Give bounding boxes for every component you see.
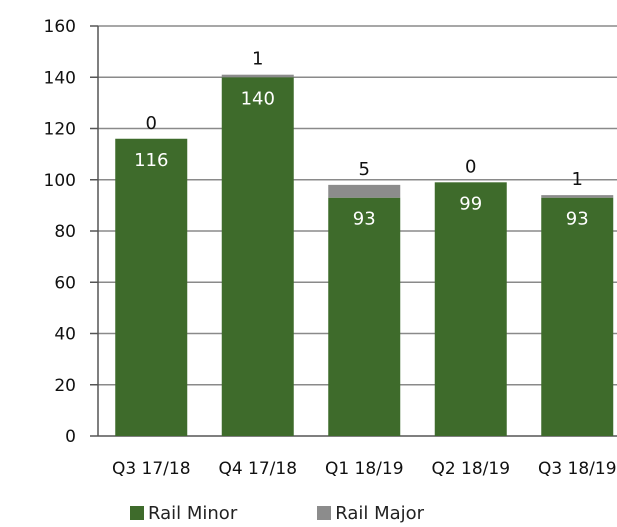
legend-label-rail-minor: Rail Minor <box>148 502 238 524</box>
y-tick-label: 60 <box>54 273 76 293</box>
bar-rail-minor <box>541 197 614 436</box>
y-tick-label: 80 <box>54 222 76 242</box>
y-tick-label: 140 <box>44 68 76 88</box>
x-tick-label: Q3 17/18 <box>112 459 191 479</box>
data-label-rail-major: 0 <box>146 113 157 134</box>
legend-label-rail-major: Rail Major <box>335 502 425 524</box>
data-label-rail-minor: 93 <box>353 209 376 230</box>
bars <box>115 74 614 436</box>
y-tick-label: 0 <box>65 427 76 447</box>
bar-rail-major <box>221 74 294 78</box>
data-label-rail-major: 1 <box>252 49 263 70</box>
x-tick-label: Q1 18/19 <box>325 459 404 479</box>
y-tick-label: 40 <box>54 325 76 345</box>
y-tick-label: 120 <box>44 120 76 140</box>
x-tick-label: Q2 18/19 <box>431 459 510 479</box>
data-label-rail-major: 1 <box>572 169 583 190</box>
data-label-rail-minor: 99 <box>459 193 482 214</box>
bar-rail-minor <box>115 138 188 436</box>
data-label-rail-minor: 116 <box>134 150 168 171</box>
legend: Rail Minor Rail Major <box>130 500 504 526</box>
data-labels: 116 0 140 1 93 5 99 0 93 1 <box>134 49 589 230</box>
data-label-rail-major: 0 <box>465 156 476 177</box>
y-tick-label: 100 <box>44 171 76 191</box>
bar-rail-minor <box>328 197 401 436</box>
data-label-rail-minor: 93 <box>566 209 589 230</box>
bar-rail-major <box>541 195 614 198</box>
legend-swatch-rail-major <box>317 506 332 520</box>
data-label-rail-minor: 140 <box>241 88 275 109</box>
x-tick-label: Q3 18/19 <box>538 459 617 479</box>
legend-swatch-rail-minor <box>130 506 144 520</box>
data-label-rail-major: 5 <box>359 159 370 180</box>
bar-rail-major <box>328 184 401 198</box>
bar-rail-minor <box>221 77 294 436</box>
bar-rail-minor <box>434 182 507 436</box>
y-tick-label: 160 <box>44 17 76 37</box>
x-tick-label: Q4 17/18 <box>218 459 297 479</box>
legend-item-rail-minor: Rail Minor <box>130 503 237 524</box>
legend-item-rail-major: Rail Major <box>317 503 424 524</box>
y-tick-label: 20 <box>54 376 76 396</box>
